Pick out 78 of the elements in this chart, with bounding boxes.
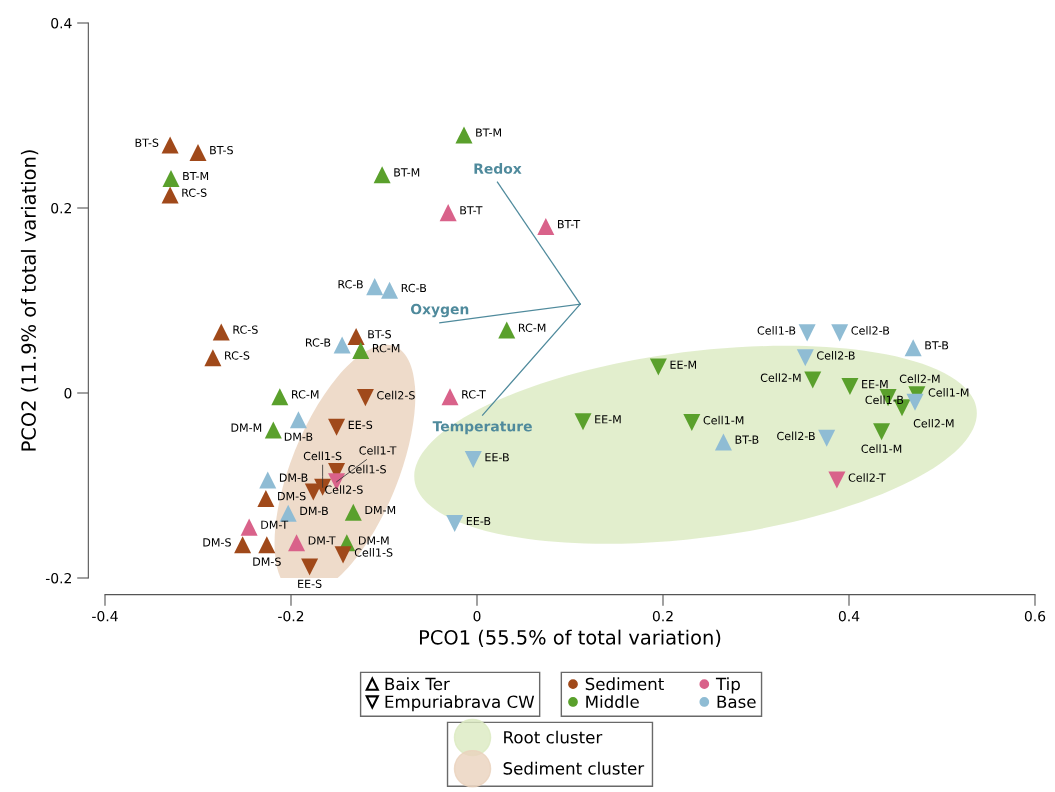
x-tick-label: 0.6 [1024,610,1046,622]
annotation: Cell1-S [354,548,393,557]
annotation: DM-B [300,506,328,515]
annotation: EE-M [862,380,888,389]
annotation: DM-S [278,491,306,501]
annotation: Cell1-M [928,388,969,397]
annotation: DM-M [359,536,389,545]
annotation: DM-M [365,505,396,514]
annotation: BT-B [925,341,949,350]
x-axis-title: PCO1 (55.5% of total variation) [420,629,721,647]
annotation: RC-M [518,323,546,332]
legend-label: Middle [586,695,639,709]
annotation: Temperature [432,421,532,435]
annotation: Cell1-S [303,451,342,461]
annotation: BT-M [394,168,420,177]
annotation: RC-T [462,390,486,399]
annotation: RC-S [182,188,207,197]
annotation: Cell2-M [760,373,801,382]
annotation: BT-M [476,128,501,137]
annotation: EE-S [348,420,373,430]
legend-label: Tip [715,677,740,694]
annotation: Cell2-S [325,485,363,494]
text: Empuriabrava CW [385,695,535,712]
annotation: DM-B [284,432,313,441]
annotation: Cell1-B [757,326,796,335]
text: Sediment cluster [503,761,645,775]
annotation: EE-B [485,453,509,462]
y-tick-label: 0 [64,387,72,399]
annotation: RC-B [401,283,427,293]
text: Baix Ter [385,677,450,691]
annotation: DM-T [261,520,289,529]
x-tick-label: -0.2 [278,610,304,622]
annotation: Cell2-B [851,326,890,335]
annotation: Cell2-M [899,374,940,383]
annotation: DM-S [203,538,231,547]
annotation: RC-S [225,351,250,360]
annotation: EE-S [298,579,322,588]
y-tick-label: -0.2 [45,572,71,584]
annotation: Cell2-B [777,431,815,441]
annotation: BT-T [558,220,581,229]
annotation: Cell2-B [817,351,855,360]
annotation: RC-S [233,325,258,334]
annotation: DM-B [279,473,308,482]
annotation: DM-S [253,557,281,566]
annotation: BT-S [368,330,392,339]
annotation: Cell2-S [377,390,415,400]
y-tick-label: 0.4 [51,17,72,29]
x-tick-label: 0.4 [838,610,860,622]
annotation: Cell2-M [913,418,954,428]
annotation: Redox [474,163,522,174]
annotation: RC-M [372,343,400,353]
y-axis-title: PCO2 (11.9% of total variation) [20,150,39,451]
annotation: Cell2-T [848,473,886,482]
annotation: BT-S [135,138,159,147]
x-tick-label: -0.4 [92,610,118,622]
annotation: BT-M [183,171,209,181]
annotation: BT-B [735,435,759,444]
y-tick-label: 0.2 [51,202,71,214]
annotation: Oxygen [410,303,469,318]
annotation: EE-M [595,415,621,424]
annotation: EE-B [466,517,491,526]
text: Root cluster [504,730,603,744]
annotation: BT-S [210,145,233,155]
annotation: DM-T [308,536,336,545]
x-tick-label: 0 [473,610,481,622]
x-tick-label: 0.2 [652,610,673,622]
annotation: Cell1-M [703,415,744,425]
legend-label: Sediment [585,677,664,691]
legend-label: Base [717,695,756,709]
annotation: Cell1-M [861,444,902,453]
annotation: EE-M [670,360,697,369]
annotation: RC-B [338,280,363,289]
annotation: Cell1-S [348,464,386,474]
annotation: RC-M [292,390,319,399]
annotation: DM-M [231,423,262,432]
annotation: RC-B [305,338,331,347]
annotation: BT-T [460,206,483,215]
annotation: Cell1-T [359,446,397,455]
